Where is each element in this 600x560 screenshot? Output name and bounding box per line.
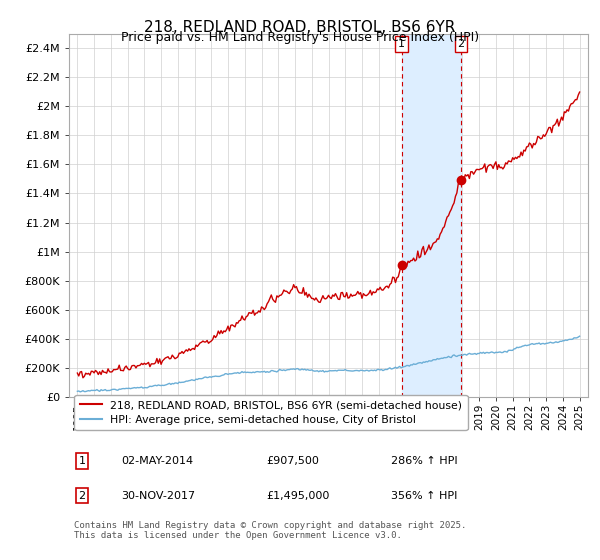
- Text: 1: 1: [398, 39, 405, 49]
- Text: 1: 1: [79, 456, 85, 466]
- Text: 218, REDLAND ROAD, BRISTOL, BS6 6YR: 218, REDLAND ROAD, BRISTOL, BS6 6YR: [145, 20, 455, 35]
- Text: £1,495,000: £1,495,000: [266, 491, 329, 501]
- Text: 30-NOV-2017: 30-NOV-2017: [121, 491, 195, 501]
- Text: Price paid vs. HM Land Registry's House Price Index (HPI): Price paid vs. HM Land Registry's House …: [121, 31, 479, 44]
- Text: 286% ↑ HPI: 286% ↑ HPI: [391, 456, 457, 466]
- Bar: [401, 34, 461, 397]
- Text: 02-MAY-2014: 02-MAY-2014: [121, 456, 193, 466]
- Text: 2: 2: [79, 491, 86, 501]
- Legend: 218, REDLAND ROAD, BRISTOL, BS6 6YR (semi-detached house), HPI: Average price, s: 218, REDLAND ROAD, BRISTOL, BS6 6YR (sem…: [74, 395, 467, 430]
- Text: Contains HM Land Registry data © Crown copyright and database right 2025.
This d: Contains HM Land Registry data © Crown c…: [74, 521, 467, 540]
- Text: 356% ↑ HPI: 356% ↑ HPI: [391, 491, 457, 501]
- Text: 2: 2: [458, 39, 464, 49]
- Text: £907,500: £907,500: [266, 456, 319, 466]
